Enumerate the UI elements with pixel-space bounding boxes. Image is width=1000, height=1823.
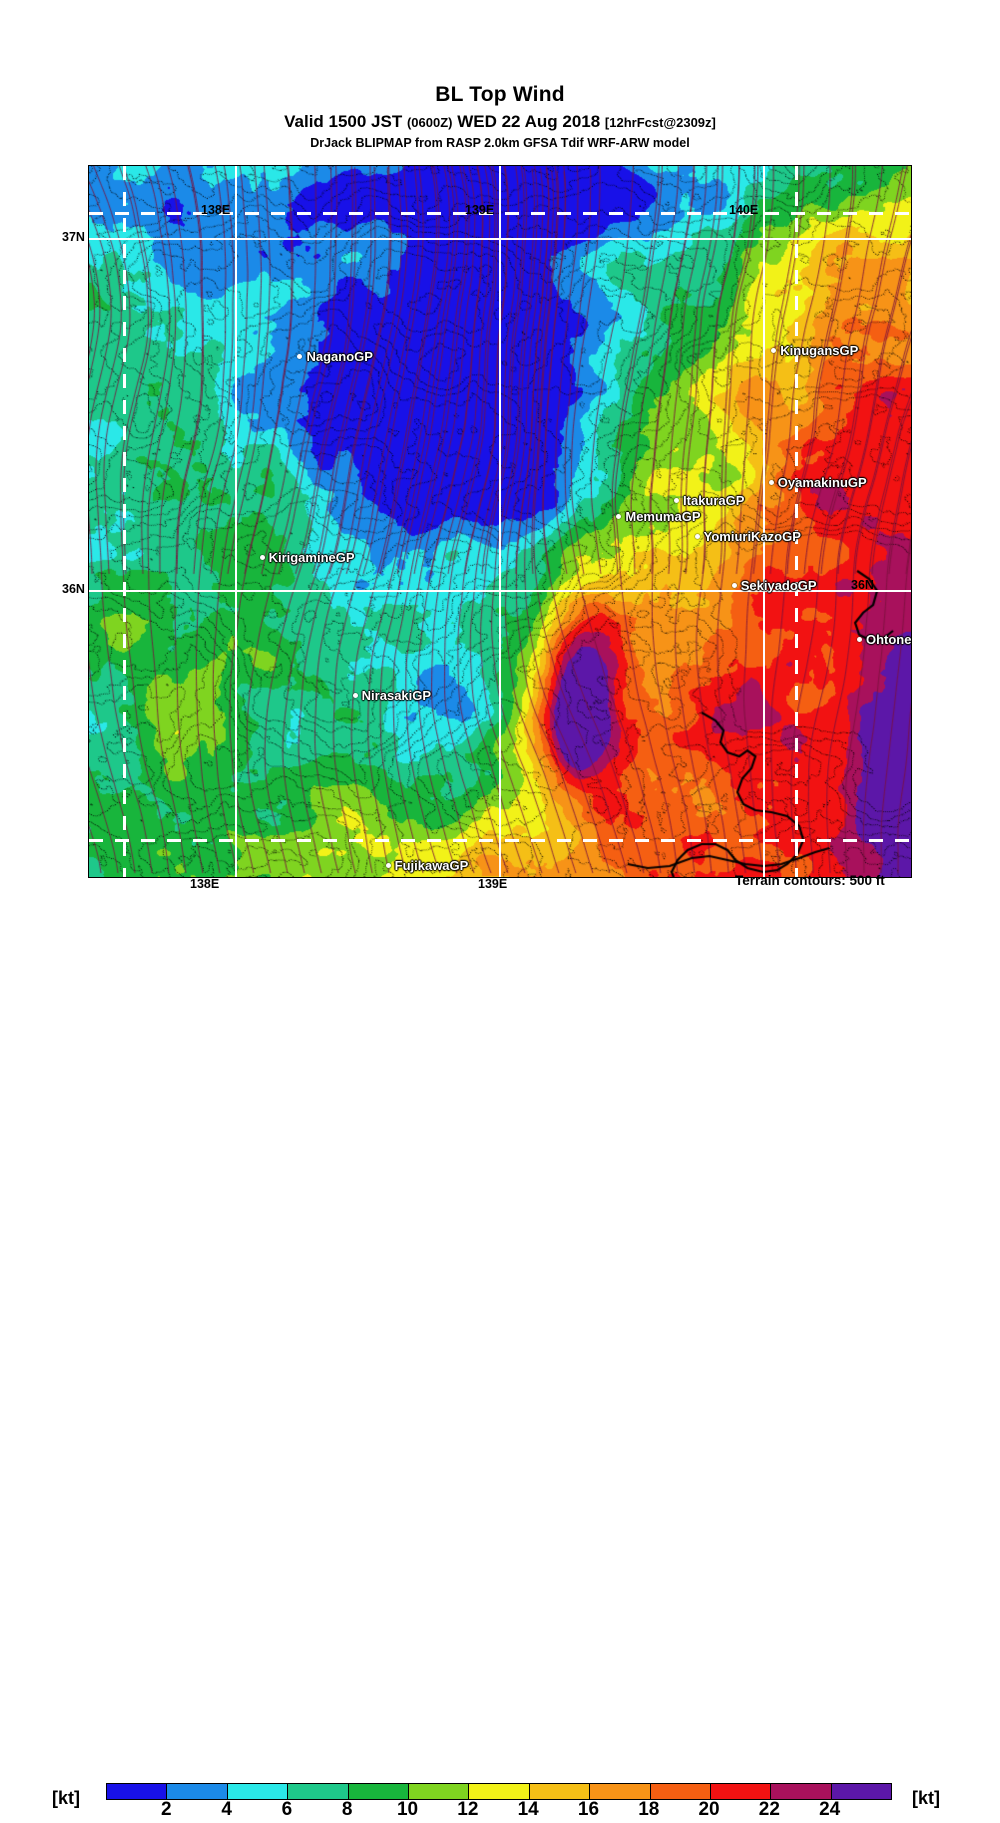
station-label: YomiuriKazoGP	[703, 529, 801, 545]
lon-label-138e: 138E	[201, 203, 231, 217]
valid-prefix: Valid 1500 JST	[284, 112, 407, 131]
colorbar-segment-5	[408, 1784, 470, 1799]
colorbar-tick-4: 4	[221, 1799, 232, 1820]
title-block: BL Top Wind Valid 1500 JST (0600Z) WED 2…	[0, 0, 1000, 150]
station-marker-icon	[259, 554, 265, 560]
colorbar-segment-4	[348, 1784, 409, 1799]
page-title: BL Top Wind	[435, 83, 565, 106]
station-marker-icon	[731, 583, 737, 589]
wind-field-raster	[89, 166, 911, 877]
station-label: NaganoGP	[306, 349, 373, 365]
station-marker-icon	[352, 693, 358, 699]
lat-axis-label-37n: 37N	[62, 230, 85, 244]
colorbar-tick-18: 18	[638, 1799, 660, 1820]
colorbar-tick-20: 20	[698, 1799, 720, 1820]
station-marker-icon	[856, 637, 862, 643]
colorbar-unit-right: [kt]	[912, 1788, 940, 1808]
colorbar-tick-22: 22	[758, 1799, 780, 1820]
station-kinugansgp[interactable]: KinugansGP	[771, 343, 858, 358]
station-ohtone[interactable]: Ohtone	[856, 632, 912, 648]
map-frame[interactable]: 138E 139E 140E 36N NaganoGP KinugansGP Oya…	[88, 165, 912, 878]
colorbar-segment-2	[227, 1784, 289, 1799]
station-marker-icon	[616, 514, 622, 520]
colorbar-tick-16: 16	[577, 1799, 600, 1820]
lon-label-140e: 140E	[729, 203, 759, 217]
station-kirigaminegp[interactable]: KirigamineGP	[259, 549, 355, 565]
station-label: MemumaGP	[625, 509, 701, 525]
station-marker-icon	[768, 479, 774, 485]
station-marker-icon	[297, 354, 303, 360]
station-oyamakinugp[interactable]: OyamakinuGP	[768, 474, 867, 490]
colorbar-segment-10	[710, 1784, 772, 1799]
station-label: FujikawaGP	[394, 857, 469, 873]
lat-label-36n-inmap: 36N	[851, 578, 874, 592]
station-label: KinugansGP	[780, 342, 859, 358]
terrain-contour-note: Terrain contours: 500 ft	[735, 873, 885, 888]
valid-date: WED 22 Aug 2018	[452, 112, 605, 131]
colorbar-segment-1	[167, 1784, 228, 1799]
station-memumagp[interactable]: MemumaGP	[616, 509, 701, 525]
station-label: Ohtone	[865, 632, 912, 648]
station-label: ItakuraGP	[683, 492, 745, 508]
station-sekiyadogp[interactable]: SekiyadoGP	[731, 578, 817, 594]
colorbar-tick-12: 12	[457, 1799, 479, 1820]
colorbar-tick-10: 10	[396, 1799, 419, 1820]
colorbar-tick-labels: 2 4 6 8 10 12 14 16 18 20 22 24	[106, 1799, 890, 1823]
colorbar-unit-left: [kt]	[52, 1788, 80, 1808]
station-marker-icon	[385, 862, 391, 868]
station-yomiurikazogp[interactable]: YomiuriKazoGP	[694, 529, 801, 545]
colorbar-segment-0	[107, 1784, 168, 1799]
colorbar-segment-11	[771, 1784, 832, 1799]
station-marker-icon	[771, 347, 777, 353]
colorbar-segment-7	[529, 1784, 591, 1799]
colorbar-tick-14: 14	[517, 1799, 539, 1820]
colorbar-tick-24: 24	[819, 1799, 841, 1820]
station-naganogp[interactable]: NaganoGP	[297, 349, 373, 365]
colorbar-segment-9	[650, 1784, 711, 1799]
lat-axis-label-36n: 36N	[62, 582, 85, 596]
colorbar-scale[interactable]	[106, 1783, 892, 1800]
station-label: SekiyadoGP	[740, 578, 817, 594]
colorbar-tick-6: 6	[281, 1799, 293, 1820]
colorbar-tick-2: 2	[161, 1799, 172, 1820]
colorbar-segment-12	[831, 1784, 892, 1799]
lon-label-139e: 139E	[465, 203, 495, 217]
lon-axis-label-139e-bottom: 139E	[478, 877, 508, 891]
model-source: DrJack BLIPMAP from RASP 2.0km GFSA Tdif…	[310, 136, 690, 150]
colorbar-tick-8: 8	[341, 1799, 353, 1820]
station-itakuragp[interactable]: ItakuraGP	[674, 493, 744, 508]
station-marker-icon	[694, 534, 700, 540]
station-marker-icon	[674, 497, 680, 503]
colorbar-segment-6	[469, 1784, 530, 1799]
station-label: NirasakiGP	[361, 688, 432, 704]
forecast-tag: [12hrFcst@2309z]	[604, 115, 716, 130]
colorbar-segment-8	[590, 1784, 651, 1799]
colorbar-area: [kt] 2 4 6 8 10 12 14 16 18 20 22 24 [kt]	[0, 890, 1000, 1820]
valid-time-line: Valid 1500 JST (0600Z) WED 22 Aug 2018 […	[0, 113, 1000, 130]
station-label: OyamakinuGP	[777, 474, 867, 490]
station-fujikawagp[interactable]: FujikawaGP	[385, 857, 469, 873]
valid-utc: (0600Z)	[406, 115, 453, 130]
colorbar-segment-3	[288, 1784, 349, 1799]
station-nirasakigp[interactable]: NirasakiGP	[352, 688, 432, 704]
lon-axis-label-138e-bottom: 138E	[190, 877, 220, 891]
station-label: KirigamineGP	[268, 549, 355, 565]
